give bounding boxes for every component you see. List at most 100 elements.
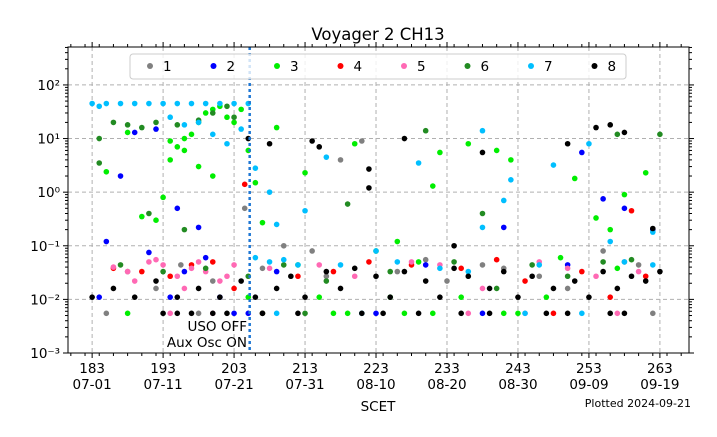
data-point-series-3: [231, 119, 237, 126]
x-tick-date-label: 07-31: [285, 377, 324, 393]
data-point-series-8: [586, 294, 592, 300]
data-point-series-5: [351, 273, 358, 280]
x-tick-label: 243: [505, 361, 531, 377]
data-point-series-7: [188, 100, 195, 107]
data-point-series-7: [195, 119, 202, 126]
data-point-series-7: [536, 262, 543, 268]
data-point-series-8: [550, 285, 557, 292]
data-point-series-4: [209, 259, 216, 265]
data-point-series-5: [635, 268, 642, 275]
data-point-series-4: [579, 268, 585, 275]
data-point-series-7: [217, 100, 223, 107]
data-point-series-1: [359, 138, 365, 144]
data-point-series-3: [195, 163, 202, 170]
data-point-series-2: [500, 224, 507, 231]
data-point-series-8: [89, 294, 95, 300]
data-point-series-7: [209, 131, 216, 138]
data-point-series-1: [479, 262, 486, 268]
data-point-series-4: [366, 259, 372, 265]
data-point-series-3: [160, 194, 166, 201]
data-point-series-3: [607, 226, 614, 233]
data-point-series-5: [217, 278, 223, 284]
data-point-series-7: [621, 259, 628, 265]
data-point-series-7: [280, 256, 287, 263]
data-point-series-6: [153, 119, 159, 126]
data-point-series-3: [465, 140, 472, 147]
data-point-series-5: [167, 310, 173, 317]
x-tick-date-label: 08-10: [356, 377, 395, 393]
data-point-series-1: [103, 310, 110, 317]
data-point-series-3: [621, 191, 628, 198]
data-point-series-5: [479, 285, 486, 292]
data-point-series-3: [181, 147, 188, 154]
data-point-series-6: [529, 262, 535, 268]
data-point-series-3: [273, 124, 280, 131]
data-point-series-2: [181, 268, 188, 275]
data-point-series-8: [650, 225, 656, 232]
y-tick-label: 10⁻²: [30, 292, 60, 308]
data-point-series-7: [337, 262, 344, 268]
data-point-series-8: [564, 310, 571, 317]
data-point-series-7: [181, 122, 188, 128]
data-point-series-8: [515, 294, 521, 300]
y-tick-label: 10⁰: [37, 185, 60, 201]
data-point-series-7: [252, 254, 259, 261]
data-point-series-6: [160, 268, 166, 275]
data-point-series-7: [394, 259, 401, 265]
data-point-series-1: [195, 310, 202, 317]
data-point-series-3: [103, 168, 110, 175]
data-point-series-8: [657, 268, 663, 275]
legend-item-1: 1: [147, 59, 172, 75]
data-point-series-3: [429, 310, 436, 317]
legend-marker: [210, 63, 217, 69]
data-point-series-8: [359, 310, 365, 317]
data-point-series-3: [124, 310, 131, 317]
data-point-series-4: [458, 265, 464, 272]
data-point-series-5: [593, 273, 599, 280]
data-point-series-8: [316, 144, 323, 150]
data-point-series-3: [401, 310, 408, 317]
data-point-series-3: [557, 254, 564, 261]
data-point-series-6: [451, 259, 457, 265]
x-tick-date-label: 09-19: [640, 377, 679, 393]
x-tick-label: 203: [221, 361, 247, 377]
data-point-series-4: [231, 285, 237, 292]
data-point-series-3: [139, 213, 145, 220]
data-point-series-5: [160, 262, 166, 268]
data-point-series-2: [479, 310, 486, 317]
x-tick-label: 263: [647, 361, 673, 377]
plot-frame: [67, 46, 690, 354]
legend-item-2: 2: [210, 59, 235, 75]
data-point-series-8: [479, 149, 486, 156]
data-point-series-8: [351, 265, 358, 272]
data-point-series-7: [224, 140, 230, 147]
data-point-series-4: [522, 278, 528, 284]
data-point-series-8: [607, 122, 614, 128]
data-point-series-8: [593, 124, 599, 131]
data-point-series-8: [366, 185, 372, 191]
data-point-series-3: [316, 294, 323, 300]
legend-marker: [337, 63, 344, 69]
data-point-series-7: [522, 310, 528, 317]
data-point-series-7: [117, 100, 124, 107]
data-point-series-5: [131, 278, 138, 284]
data-point-series-3: [259, 219, 266, 226]
data-point-series-8: [238, 278, 244, 284]
data-point-series-3: [415, 259, 422, 265]
data-point-series-1: [337, 157, 344, 163]
data-point-series-4: [550, 310, 557, 317]
data-point-series-8: [486, 310, 493, 317]
y-tick-label: 10⁻¹: [30, 239, 60, 255]
data-point-series-8: [486, 285, 493, 292]
event-label-aux-osc-on: Aux Osc ON: [167, 335, 247, 351]
data-point-series-7: [131, 100, 138, 107]
data-point-series-5: [124, 268, 131, 275]
data-point-series-3: [167, 138, 173, 144]
data-point-series-3: [614, 265, 621, 272]
data-point-series-8: [543, 310, 550, 317]
data-point-series-7: [479, 224, 486, 231]
data-point-series-5: [564, 265, 571, 272]
data-point-series-5: [174, 273, 181, 280]
data-point-series-3: [153, 217, 159, 223]
data-point-series-6: [209, 110, 216, 116]
